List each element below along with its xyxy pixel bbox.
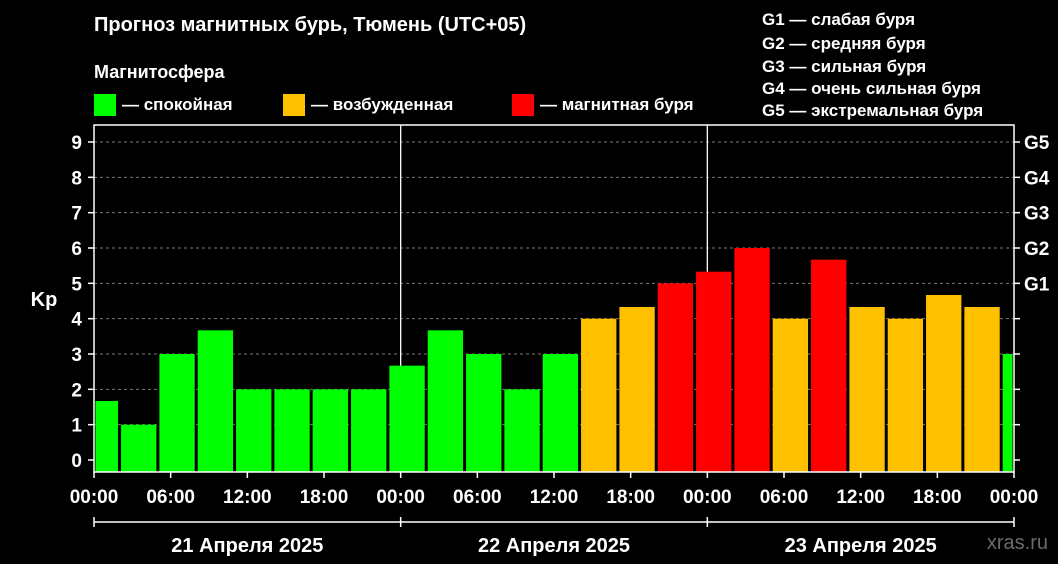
legend-item-storm: — магнитная буря [512, 94, 694, 116]
kp-bar [542, 354, 579, 472]
g-tick-label: G1 [1024, 274, 1050, 295]
kp-bar [504, 389, 540, 472]
kp-bar [926, 294, 962, 472]
kp-bar [1002, 354, 1013, 472]
day-label: 23 Апреля 2025 [785, 535, 937, 557]
legend-swatch-active [283, 94, 305, 116]
kp-bar [427, 330, 464, 472]
kp-bar [466, 354, 502, 472]
x-tick-label: 12:00 [223, 487, 272, 508]
g-level-3: G3 — сильная буря [762, 57, 927, 76]
g-tick-label: G3 [1024, 204, 1049, 225]
x-tick-label: 18:00 [606, 487, 655, 508]
kp-bar [159, 354, 195, 472]
kp-bar [619, 307, 655, 472]
x-tick-label: 06:00 [146, 487, 195, 508]
chart-title: Прогноз магнитных бурь, Тюмень (UTC+05) [94, 14, 527, 36]
kp-bar [849, 307, 885, 472]
kp-bar [95, 400, 119, 472]
y-tick-label: 4 [71, 310, 82, 331]
kp-bar [581, 318, 617, 472]
x-tick-label: 12:00 [530, 487, 579, 508]
x-tick-label: 18:00 [300, 487, 349, 508]
legend-label-storm: — магнитная буря [540, 95, 694, 114]
y-tick-label: 3 [71, 345, 82, 366]
g-level-5: G5 — экстремальная буря [762, 101, 984, 120]
x-tick-label: 00:00 [70, 487, 119, 508]
x-tick-label: 12:00 [836, 487, 885, 508]
kp-bar [351, 389, 387, 472]
x-tick-label: 00:00 [990, 487, 1039, 508]
kp-bar [121, 424, 157, 472]
y-tick-label: 7 [71, 204, 82, 225]
kp-bar [236, 389, 272, 472]
kp-bar [274, 389, 310, 472]
y-tick-label: 0 [71, 451, 82, 472]
kp-bar [389, 365, 425, 472]
watermark: xras.ru [986, 532, 1048, 554]
legend-heading: Магнитосфера [94, 62, 225, 82]
g-tick-label: G5 [1024, 133, 1050, 154]
x-tick-label: 00:00 [376, 487, 425, 508]
legend-swatch-storm [512, 94, 534, 116]
kp-bar [964, 307, 1000, 472]
kp-bar [696, 271, 732, 472]
g-tick-label: G2 [1024, 239, 1049, 260]
kp-bar [312, 389, 349, 472]
y-tick-label: 6 [71, 239, 82, 260]
legend-label-quiet: — спокойная [122, 95, 233, 114]
day-label: 22 Апреля 2025 [478, 535, 630, 557]
kp-bar [197, 330, 234, 472]
kp-bar [772, 318, 809, 472]
kp-bar [887, 318, 924, 472]
kp-bar [657, 283, 694, 472]
x-tick-label: 06:00 [453, 487, 502, 508]
kp-bar [734, 248, 770, 472]
y-tick-label: 9 [71, 133, 82, 154]
legend-item-quiet: — спокойная [94, 94, 233, 116]
g-tick-label: G4 [1024, 168, 1050, 189]
x-tick-label: 00:00 [683, 487, 732, 508]
y-axis-label: Kp [31, 289, 58, 311]
y-tick-label: 8 [71, 168, 82, 189]
x-tick-label: 18:00 [913, 487, 962, 508]
g-level-2: G2 — средняя буря [762, 34, 926, 53]
y-tick-label: 5 [71, 274, 82, 295]
day-label: 21 Апреля 2025 [171, 535, 323, 557]
g-level-4: G4 — очень сильная буря [762, 79, 981, 98]
y-tick-label: 2 [71, 380, 82, 401]
legend-swatch-quiet [94, 94, 116, 116]
legend-item-active: — возбужденная [283, 94, 453, 116]
legend-label-active: — возбужденная [311, 95, 454, 114]
g-level-1: G1 — слабая буря [762, 10, 916, 29]
x-tick-label: 06:00 [760, 487, 809, 508]
y-tick-label: 1 [71, 416, 82, 437]
kp-bar [811, 259, 847, 472]
